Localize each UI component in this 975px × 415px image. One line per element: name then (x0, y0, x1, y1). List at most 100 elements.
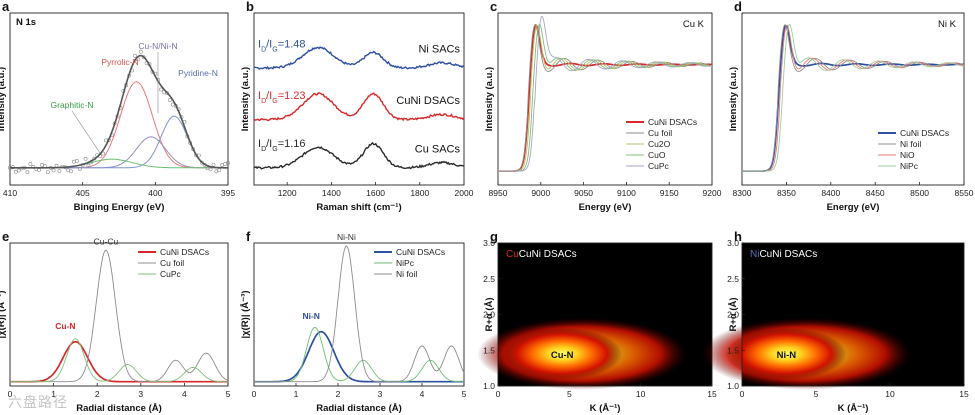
y-axis-title: Intensity (a.u.) (0, 67, 7, 131)
data-point (86, 163, 91, 168)
x-tick-label: 8300 (733, 188, 752, 198)
x-tick-label: 8400 (821, 188, 840, 198)
series-line (254, 330, 464, 383)
x-tick-label: 8500 (910, 188, 929, 198)
series-line (742, 24, 965, 172)
y-axis-title: Intensity (a.u.) (240, 67, 251, 131)
data-point (211, 162, 216, 167)
x-axis-title: Energy (eV) (579, 202, 632, 213)
ratio-label: ID/IG=1.16 (258, 138, 306, 153)
x-tick-label: 9200 (703, 188, 722, 198)
y-tick-label: 1.5 (483, 345, 495, 355)
x-tick-label: 15 (959, 389, 969, 399)
legend-label: CuPc (160, 269, 182, 279)
x-tick-label: 15 (707, 389, 717, 399)
ratio-label-part: D (261, 146, 266, 153)
data-point (217, 168, 222, 172)
series-label: Ni SACs (418, 44, 460, 56)
legend-label: Ni foil (900, 139, 921, 149)
series-line (254, 141, 465, 170)
data-point (167, 98, 172, 103)
ratio-label-part: =1.16 (278, 138, 306, 150)
data-point (25, 170, 30, 175)
data-point (16, 168, 21, 173)
x-tick-label: 1800 (410, 188, 429, 198)
series-line (742, 24, 965, 172)
y-axis-title: R+α (Å) (728, 297, 739, 331)
y-tick-label: 2.5 (483, 274, 495, 284)
legend-label: NiPc (396, 258, 415, 268)
x-tick-label: 8450 (866, 188, 885, 198)
annotation-peak-major: Ni-Ni (337, 232, 356, 242)
title-prefix: Ni (750, 249, 759, 260)
annotation-pyrrolic-n: Pyrrolic-N (101, 57, 138, 67)
y-tick-label: 2.0 (483, 310, 495, 320)
plot-frame (9, 242, 229, 387)
panel-letter: e (2, 229, 9, 244)
x-tick-label: 3 (378, 389, 383, 399)
legend-label: CuPc (648, 161, 670, 171)
panel-letter: f (246, 229, 251, 244)
heatmap-hotspot (502, 327, 623, 380)
panel-title: Ni K (938, 19, 957, 30)
legend-label: CuNi DSACs (900, 128, 949, 138)
annotation-pointer (71, 110, 101, 154)
data-point (69, 169, 73, 174)
legend-label: Cu foil (648, 128, 672, 138)
ratio-label: ID/IG=1.23 (258, 90, 306, 105)
x-tick-label: 400 (148, 188, 162, 198)
panel-title: N 1s (16, 17, 36, 28)
x-tick-label: 1 (51, 389, 56, 399)
series-line (254, 326, 464, 383)
x-tick-label: 10 (885, 389, 895, 399)
y-tick-label: 2.5 (727, 274, 739, 284)
y-tick-label: 3.0 (727, 238, 739, 248)
series-label: CuNi DSACs (396, 95, 460, 107)
watermark-text: 六盘路径 (8, 394, 68, 410)
ratio-label-part: I (258, 138, 261, 150)
hotspot-label: Ni-N (777, 350, 797, 361)
panel-letter: h (734, 229, 742, 244)
panel-letter: a (2, 0, 10, 14)
annotation-peak-minor: Cu-N (55, 321, 75, 331)
panel-c: c 8950 9000 9050 9100 9150 9200 Energy (eV) Inte… (484, 0, 722, 213)
series-line (253, 46, 465, 70)
x-tick-label: 4 (182, 389, 187, 399)
ratio-label: ID/IG=1.48 (258, 38, 306, 53)
panel-letter: g (490, 229, 498, 244)
panel-title: NiCuNi DSACs (750, 249, 817, 260)
series-line (742, 23, 965, 172)
plot-frame (253, 242, 465, 387)
series-label: Cu SACs (415, 143, 461, 155)
x-tick-label: 1200 (278, 188, 297, 198)
data-point (51, 168, 56, 173)
x-tick-label: 2 (95, 389, 100, 399)
x-tick-label: 2000 (455, 188, 474, 198)
x-tick-label: 9000 (531, 188, 550, 198)
y-tick-label: 1.0 (483, 381, 495, 391)
x-tick-label: 405 (76, 188, 90, 198)
ratio-label-part: I (258, 38, 261, 50)
x-tick-label: 0 (252, 389, 257, 399)
annotation-cu-n-ni-n: Cu-N/Ni-N (138, 41, 177, 51)
data-point (159, 87, 164, 92)
panel-e: e 0 1 2 3 4 5 Radial distance (Å) |χ(R)| (Å⁻³) Cu… (0, 229, 231, 414)
y-axis-title: R+α (Å) (484, 297, 495, 331)
heatmap-hotspot (726, 327, 847, 380)
ratio-label-part: =1.48 (278, 38, 306, 50)
x-tick-label: 9150 (660, 188, 679, 198)
data-point (133, 53, 137, 58)
legend-label: NiPc (900, 161, 919, 171)
series-line (254, 245, 465, 383)
x-axis-title: Radial distance (Å) (76, 403, 162, 414)
x-tick-label: 8550 (955, 188, 974, 198)
panel-b: b 1200 1400 1600 1800 2000 Raman shift (cm⁻¹) I… (240, 0, 474, 213)
y-tick-label: 1.5 (727, 345, 739, 355)
data-point (208, 167, 213, 172)
y-tick-label: 1.0 (727, 381, 739, 391)
y-axis-title: |χ(R)| (Å⁻³) (240, 291, 251, 339)
x-axis-title: K (Å⁻¹) (838, 403, 869, 414)
x-axis-title: Binging Energy (eV) (74, 202, 165, 213)
series-line (10, 249, 229, 383)
